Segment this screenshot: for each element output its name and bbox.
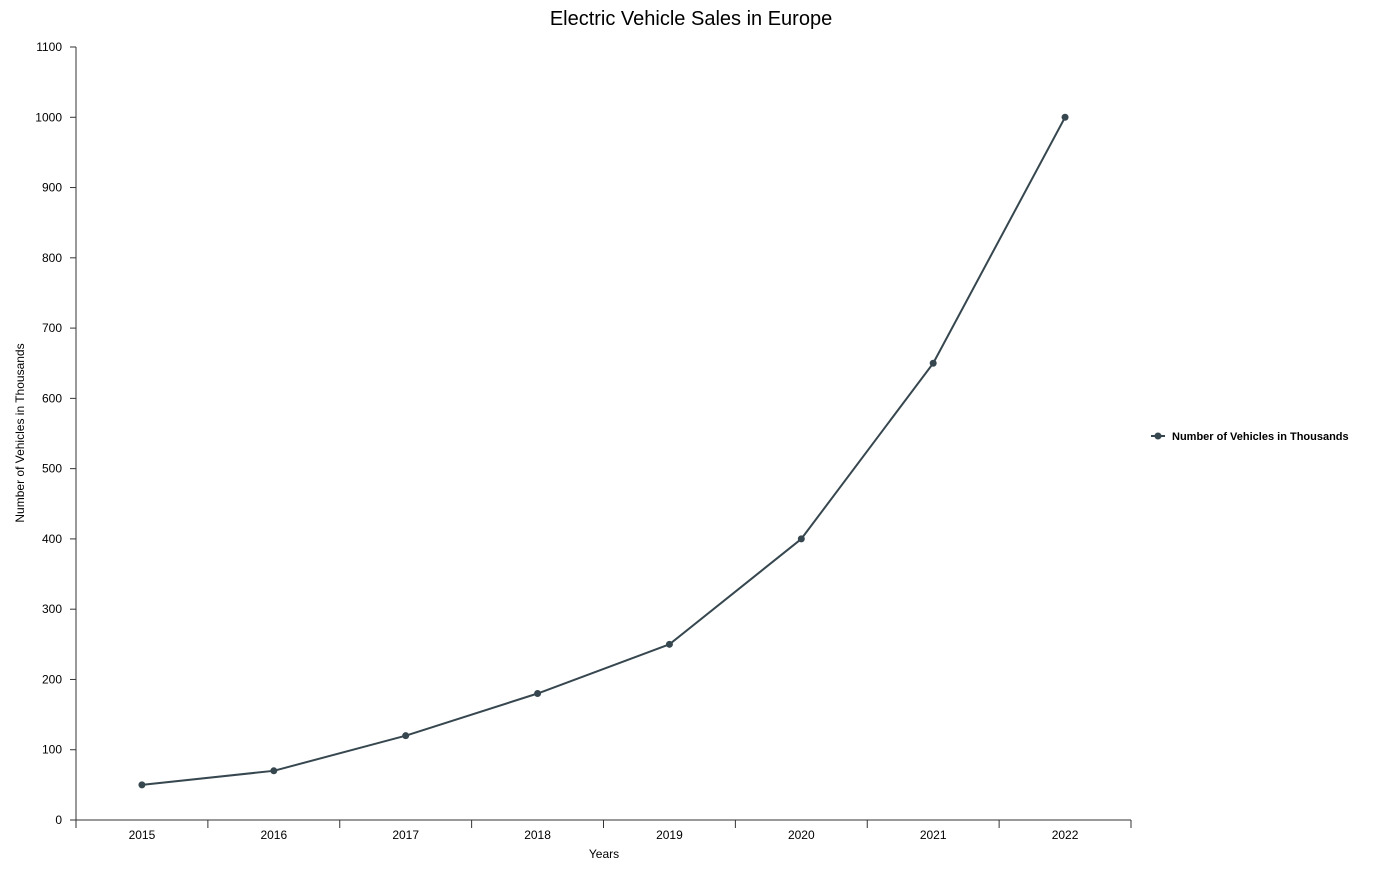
x-tick-label: 2018 xyxy=(524,828,551,842)
y-tick-label: 100 xyxy=(42,743,62,757)
x-tick-label: 2022 xyxy=(1052,828,1079,842)
y-tick-label: 600 xyxy=(42,391,62,405)
data-point xyxy=(402,732,410,740)
x-tick-label: 2019 xyxy=(656,828,683,842)
x-tick-label: 2021 xyxy=(920,828,947,842)
data-point xyxy=(534,690,542,698)
y-tick-label: 0 xyxy=(55,813,62,827)
legend[interactable]: Number of Vehicles in Thousands xyxy=(1151,431,1349,443)
x-axis: 2015 2016 2017 2018 2019 2020 2021 2022 xyxy=(75,819,1132,842)
data-point xyxy=(797,535,805,543)
y-tick-label: 400 xyxy=(42,532,62,546)
y-axis: 0 100 200 300 400 500 600 700 800 900 1000 1100 xyxy=(35,40,77,827)
x-axis-label: Years xyxy=(589,847,619,861)
data-point xyxy=(138,781,146,789)
y-tick-label: 900 xyxy=(42,181,62,195)
x-tick-label: 2020 xyxy=(788,828,815,842)
legend-marker-swatch xyxy=(1154,432,1162,440)
y-tick-label: 500 xyxy=(42,462,62,476)
x-tick-label: 2016 xyxy=(260,828,287,842)
y-axis-label: Number of Vehicles in Thousands xyxy=(13,343,27,522)
y-tick-label: 200 xyxy=(42,672,62,686)
data-point xyxy=(1061,113,1069,121)
y-tick-label: 1100 xyxy=(36,40,62,54)
data-point xyxy=(270,767,278,775)
y-tick-label: 300 xyxy=(42,602,62,616)
x-tick-label: 2017 xyxy=(392,828,419,842)
y-tick-label: 800 xyxy=(42,251,62,265)
data-point xyxy=(929,359,937,367)
series-group xyxy=(138,113,1069,789)
x-tick-label: 2015 xyxy=(129,828,156,842)
legend-label: Number of Vehicles in Thousands xyxy=(1172,431,1349,443)
series-line xyxy=(141,116,1066,786)
data-point xyxy=(665,640,673,648)
chart-title: Electric Vehicle Sales in Europe xyxy=(550,8,832,30)
y-tick-label: 1000 xyxy=(35,110,62,124)
y-tick-label: 700 xyxy=(42,321,62,335)
